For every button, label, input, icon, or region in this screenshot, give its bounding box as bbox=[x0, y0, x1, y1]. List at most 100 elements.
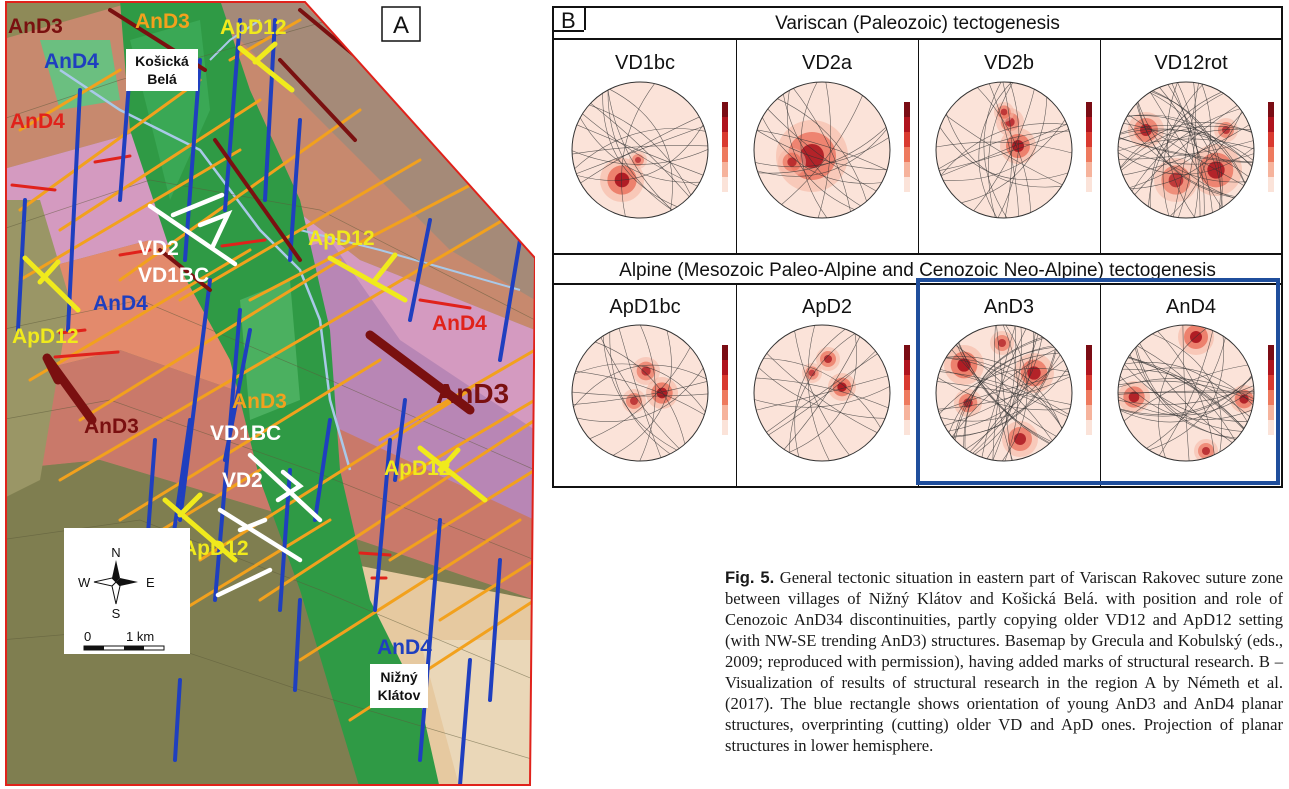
great-circle bbox=[1002, 325, 1028, 461]
density-blob bbox=[641, 366, 651, 376]
great-circle bbox=[988, 83, 1020, 217]
great-circle bbox=[756, 129, 888, 171]
great-circle bbox=[576, 124, 704, 181]
great-circle bbox=[1126, 115, 1246, 184]
scale-km: 1 km bbox=[126, 629, 154, 644]
great-circle bbox=[794, 330, 850, 456]
plot-label-and3: AnD3 bbox=[983, 296, 1035, 318]
density-blob bbox=[824, 355, 832, 363]
great-circle bbox=[953, 346, 1055, 439]
highlight-rectangle bbox=[916, 278, 1280, 485]
great-circle bbox=[948, 352, 1060, 434]
great-circle bbox=[940, 123, 1068, 176]
colorbar-segment bbox=[1268, 162, 1274, 177]
stereonet-ring bbox=[935, 81, 1073, 219]
colorbar-segment bbox=[722, 405, 728, 420]
label-and4-topleft: AnD4 bbox=[44, 50, 99, 73]
great-circle bbox=[777, 98, 867, 202]
figure-number: Fig. 5. bbox=[725, 568, 775, 587]
great-circle bbox=[1120, 128, 1251, 171]
colorbar-segment bbox=[904, 162, 910, 177]
great-circle bbox=[1171, 83, 1201, 217]
great-circle bbox=[1002, 82, 1012, 218]
colorbar-segment bbox=[1268, 132, 1274, 147]
colorbar-segment bbox=[1086, 102, 1092, 117]
village-north-line1: Košická bbox=[135, 53, 189, 69]
great-circle bbox=[961, 97, 1048, 204]
colorbar-segment bbox=[904, 420, 910, 435]
great-circle bbox=[1134, 105, 1238, 195]
label-and3-topleft: AnD3 bbox=[8, 15, 63, 38]
great-circle bbox=[978, 82, 1012, 218]
great-circle bbox=[612, 330, 672, 456]
plot-label-apd2: ApD2 bbox=[801, 296, 853, 318]
great-circle bbox=[574, 363, 706, 413]
colorbar-segment bbox=[1086, 405, 1092, 420]
colorbar-segment bbox=[722, 117, 728, 132]
great-circle bbox=[1146, 337, 1226, 449]
great-circle bbox=[936, 141, 1072, 154]
stereonet-apd2 bbox=[753, 324, 910, 462]
colorbar-segment bbox=[722, 147, 728, 162]
great-circle bbox=[589, 347, 691, 440]
plot-label-apd1bc: ApD1bc bbox=[609, 296, 681, 318]
village-south-line2: Klátov bbox=[378, 687, 421, 703]
great-circle bbox=[996, 325, 1012, 461]
colorbar-segment bbox=[1086, 420, 1092, 435]
great-circle bbox=[788, 333, 857, 453]
stereonet-plots bbox=[571, 81, 1274, 462]
alpine-title: Alpine (Mesozoic Paleo-Alpine and Cenozo… bbox=[619, 260, 1216, 281]
great-circle bbox=[939, 126, 1069, 180]
colorbar-segment bbox=[1268, 147, 1274, 162]
great-circle bbox=[766, 353, 878, 433]
colorbar-segment bbox=[722, 177, 728, 192]
great-circle bbox=[573, 364, 707, 408]
colorbar-segment bbox=[1268, 117, 1274, 132]
variscan-title: Variscan (Paleozoic) tectogenesis bbox=[775, 13, 1060, 34]
great-circle bbox=[1136, 103, 1236, 197]
stereonet-vd2a bbox=[753, 81, 910, 219]
great-circle bbox=[988, 82, 1013, 218]
colorbar-segment bbox=[722, 360, 728, 375]
legend-box bbox=[64, 528, 190, 654]
stereonet-ring bbox=[753, 81, 891, 219]
panel-a-letter: A bbox=[393, 12, 409, 39]
great-circle bbox=[1136, 345, 1236, 441]
colorbar-segment bbox=[1268, 390, 1274, 405]
scale-bar: 0 1 km bbox=[83, 629, 165, 651]
great-circle bbox=[755, 137, 890, 168]
plot-label-vd2b: VD2b bbox=[983, 52, 1035, 74]
compass-e: E bbox=[146, 575, 155, 590]
colorbar-segment bbox=[904, 132, 910, 147]
compass-s: S bbox=[112, 606, 121, 621]
label-vd2-bottom: VD2 bbox=[222, 469, 263, 492]
great-circle bbox=[1122, 124, 1250, 176]
density-blob bbox=[998, 339, 1006, 347]
great-circle bbox=[579, 117, 700, 183]
great-circle bbox=[757, 128, 887, 177]
great-circle bbox=[965, 336, 1043, 450]
stereonet-vd1bc bbox=[571, 81, 728, 219]
great-circle bbox=[800, 82, 828, 218]
great-circle bbox=[952, 348, 1056, 438]
label-apd12-left: ApD12 bbox=[12, 325, 79, 348]
great-circle bbox=[951, 349, 1057, 437]
geological-map: A AnD3 AnD3 ApD12 AnD4 AnD4 ApD12 VD2 VD… bbox=[5, 1, 535, 786]
density-blob bbox=[635, 157, 641, 163]
great-circle bbox=[963, 337, 1045, 448]
great-circle bbox=[1118, 380, 1254, 402]
great-circle bbox=[794, 328, 846, 457]
great-circle bbox=[767, 108, 877, 192]
great-circle bbox=[609, 332, 671, 455]
great-circle bbox=[972, 332, 1036, 454]
colorbar-segment bbox=[1086, 162, 1092, 177]
stereonet-ring bbox=[571, 81, 709, 219]
great-circle bbox=[756, 375, 888, 411]
great-circle bbox=[937, 377, 1071, 411]
great-circle bbox=[939, 368, 1069, 415]
panel-b-letter: B bbox=[561, 8, 576, 33]
stereonet-background bbox=[1118, 325, 1254, 461]
great-circle bbox=[1149, 91, 1222, 208]
colorbar-segment bbox=[1086, 147, 1092, 162]
label-and4-left: AnD4 bbox=[10, 110, 65, 133]
